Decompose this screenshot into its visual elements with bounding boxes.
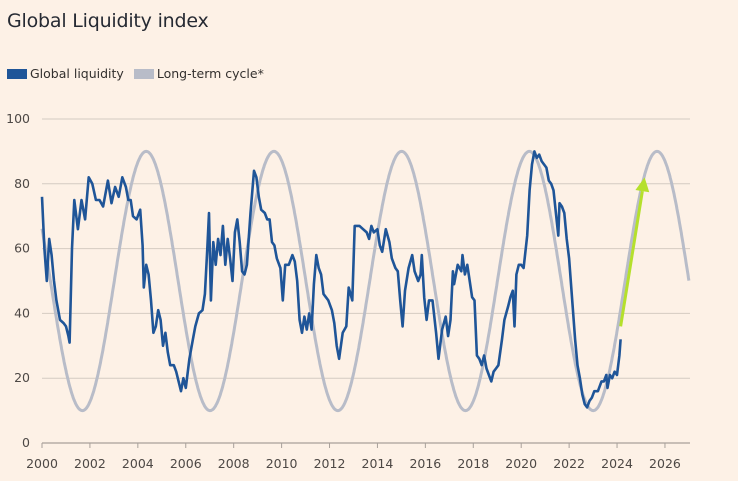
forecast-arrow-head: [635, 177, 650, 193]
x-tick-label: 2024: [601, 456, 633, 471]
legend-label-long-term-cycle: Long-term cycle*: [156, 66, 264, 81]
y-tick-label: 100: [6, 111, 30, 126]
x-tick-label: 2004: [122, 456, 154, 471]
x-tick-label: 2008: [218, 456, 250, 471]
legend-label-global-liquidity: Global liquidity: [30, 66, 124, 81]
x-tick-label: 2016: [409, 456, 441, 471]
x-tick-label: 2000: [26, 456, 58, 471]
legend-item-long-term-cycle: Long-term cycle*: [133, 66, 264, 81]
x-tick-label: 2026: [649, 456, 681, 471]
x-tick-label: 2020: [505, 456, 537, 471]
x-tick-label: 2022: [553, 456, 585, 471]
x-tick-label: 2010: [266, 456, 298, 471]
y-tick-label: 20: [14, 370, 30, 385]
legend-swatch-global-liquidity: [7, 68, 27, 79]
legend-item-global-liquidity: Global liquidity: [7, 66, 124, 81]
x-tick-label: 2018: [457, 456, 489, 471]
gridlines: [42, 118, 690, 379]
series-group: [40, 149, 691, 413]
series-global-liquidity-line: [40, 150, 622, 409]
chart-title: Global Liquidity index: [7, 10, 209, 32]
y-tick-label: 0: [22, 435, 30, 450]
x-tick-label: 2014: [362, 456, 394, 471]
x-tick-label: 2002: [74, 456, 106, 471]
y-tick-label: 60: [14, 241, 30, 256]
y-tick-label: 40: [14, 305, 30, 320]
forecast-arrow-shaft: [619, 190, 644, 327]
x-axis: 2000 2002 2004 2006 2008 2010 2012 2014 2016 2018…: [26, 442, 690, 471]
series-long-term-cycle-line: [40, 149, 691, 413]
x-tick-label: 2012: [314, 456, 346, 471]
y-axis: 0 20 40 60 80 100: [6, 111, 30, 450]
y-tick-label: 80: [14, 176, 30, 191]
x-tick-label: 2006: [170, 456, 202, 471]
legend-swatch-long-term-cycle: [133, 68, 154, 79]
legend: Global liquidity Long-term cycle*: [7, 66, 274, 81]
